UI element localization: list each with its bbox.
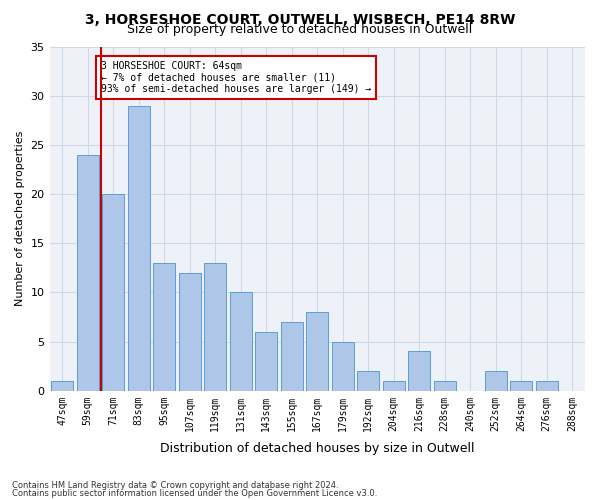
Text: Size of property relative to detached houses in Outwell: Size of property relative to detached ho…	[127, 22, 473, 36]
Bar	[256, 332, 277, 391]
Bar	[536, 381, 557, 391]
Bar	[52, 381, 73, 391]
Bar	[434, 381, 455, 391]
Bar	[281, 322, 302, 391]
Bar	[485, 371, 506, 391]
Y-axis label: Number of detached properties: Number of detached properties	[15, 131, 25, 306]
Text: Contains HM Land Registry data © Crown copyright and database right 2024.: Contains HM Land Registry data © Crown c…	[12, 481, 338, 490]
Text: 3, HORSESHOE COURT, OUTWELL, WISBECH, PE14 8RW: 3, HORSESHOE COURT, OUTWELL, WISBECH, PE…	[85, 12, 515, 26]
Bar	[205, 263, 226, 391]
Bar	[179, 272, 200, 391]
Bar	[307, 312, 328, 391]
Bar	[103, 194, 124, 391]
Bar	[128, 106, 149, 391]
Bar	[332, 342, 353, 391]
Bar	[383, 381, 404, 391]
Text: Contains public sector information licensed under the Open Government Licence v3: Contains public sector information licen…	[12, 488, 377, 498]
Bar	[230, 292, 251, 391]
Bar	[77, 154, 98, 391]
Bar	[154, 263, 175, 391]
Text: 3 HORSESHOE COURT: 64sqm
← 7% of detached houses are smaller (11)
93% of semi-de: 3 HORSESHOE COURT: 64sqm ← 7% of detache…	[101, 62, 371, 94]
Bar	[358, 371, 379, 391]
Bar	[511, 381, 532, 391]
Bar	[409, 352, 430, 391]
X-axis label: Distribution of detached houses by size in Outwell: Distribution of detached houses by size …	[160, 442, 475, 455]
